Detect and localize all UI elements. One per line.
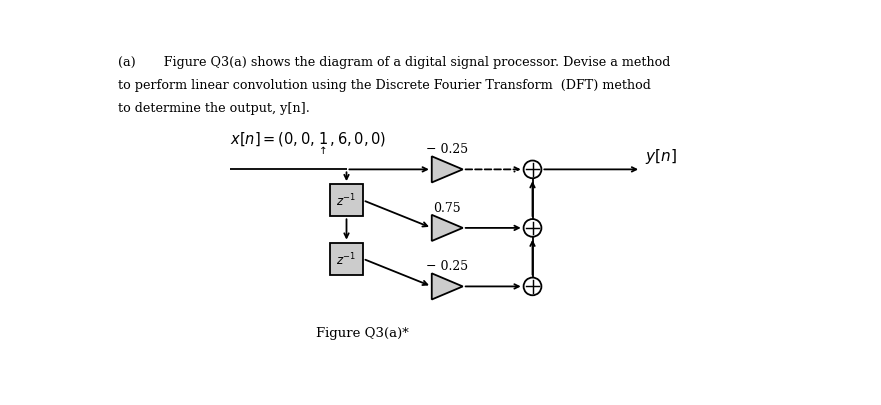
Text: $y[n]$: $y[n]$ [645,146,677,165]
Text: to determine the output, y[n].: to determine the output, y[n]. [118,102,310,115]
Text: − 0.25: − 0.25 [426,143,469,156]
Text: to perform linear convolution using the Discrete Fourier Transform  (DFT) method: to perform linear convolution using the … [118,79,651,92]
Bar [330,185,363,217]
Text: $x[n] = (0,0,\underset{\uparrow}{1},6,0,0)$: $x[n] = (0,0,\underset{\uparrow}{1},6,0,… [230,130,387,156]
Text: − 0.25: − 0.25 [426,259,469,272]
Polygon shape [432,157,463,183]
Bar [330,243,363,275]
Text: 0.75: 0.75 [433,201,461,214]
Text: Figure Q3(a)*: Figure Q3(a)* [315,326,409,339]
Circle shape [523,278,542,296]
Text: (a)       Figure Q3(a) shows the diagram of a digital signal processor. Devise a: (a) Figure Q3(a) shows the diagram of a … [118,55,670,68]
Circle shape [523,220,542,237]
Text: $z^{-1}$: $z^{-1}$ [337,251,357,267]
Circle shape [523,161,542,179]
Text: $z^{-1}$: $z^{-1}$ [337,192,357,209]
Polygon shape [432,215,463,241]
Polygon shape [432,274,463,300]
